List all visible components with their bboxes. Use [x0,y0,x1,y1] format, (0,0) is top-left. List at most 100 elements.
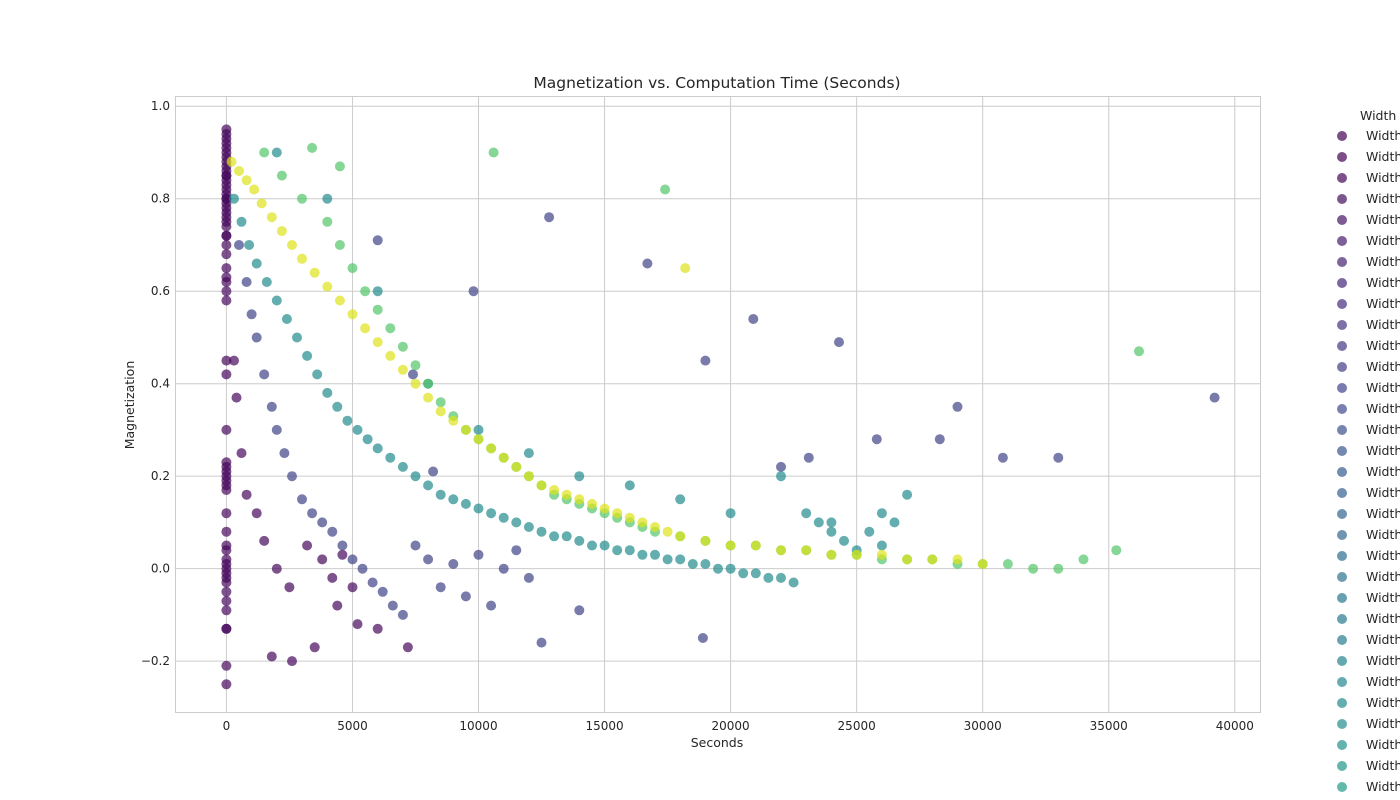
data-point [302,540,313,551]
legend-label: Width [1366,527,1400,542]
data-point [397,364,408,375]
legend-marker [1337,551,1347,561]
data-point [486,600,497,611]
legend-label: Width [1366,779,1400,794]
data-point [1053,563,1064,574]
legend-marker [1337,719,1347,729]
data-point [259,369,270,380]
data-point [221,240,232,250]
data-point [221,249,232,260]
data-point [347,263,358,274]
data-point [221,369,232,380]
data-point [763,572,774,583]
data-point [834,337,844,348]
data-point [385,323,396,334]
data-point [221,596,232,606]
data-point [1028,563,1039,574]
data-points [221,124,1220,690]
legend-label: Width [1366,632,1400,647]
data-point [347,309,358,320]
data-point [271,147,282,158]
data-point [244,240,255,250]
legend-label: Width [1366,317,1400,332]
data-point [574,471,585,482]
data-point [287,656,297,667]
data-point [1078,554,1089,565]
x-tick-label: 35000 [1090,719,1128,733]
data-point [337,549,348,560]
data-point [498,452,509,463]
data-point [256,198,267,209]
data-point [473,549,484,560]
legend-label: Width [1366,611,1400,626]
x-tick-label: 20000 [712,719,750,733]
data-point [246,309,257,320]
data-point [612,508,623,519]
data-point [511,461,522,472]
data-point [221,586,232,597]
data-point [675,494,686,505]
legend-marker [1337,257,1347,267]
plot-area-frame [175,96,1261,713]
data-point [561,531,572,542]
x-tick-label: 40000 [1216,719,1254,733]
legend-marker [1337,131,1347,141]
data-point [334,240,345,250]
data-point [423,392,434,403]
data-point [536,526,547,537]
data-point [387,600,398,611]
legend-label: Width [1366,485,1400,500]
data-point [377,586,388,597]
legend-marker [1337,593,1347,603]
legend-label: Width [1366,296,1400,311]
legend-marker [1337,572,1347,582]
legend-marker [1337,782,1347,792]
data-point [650,549,660,560]
data-point [587,540,597,551]
data-point [473,424,484,435]
legend-label: Width [1366,128,1400,143]
data-point [486,508,497,519]
data-point [259,147,270,158]
legend-label: Width [1366,590,1400,605]
legend-marker [1337,383,1347,393]
legend-label: Width [1366,212,1400,227]
data-point [637,549,648,560]
data-point [322,216,333,227]
data-point [271,424,282,435]
data-point [372,304,383,315]
data-point [266,212,277,223]
data-point [297,494,307,505]
legend-label: Width [1366,233,1400,248]
data-point [322,387,333,398]
data-point [266,401,277,412]
data-point [750,540,761,551]
data-point [1111,545,1122,556]
data-point [251,258,262,269]
data-point [332,600,343,611]
data-point [334,295,345,306]
data-point [410,471,421,482]
data-point [523,471,534,482]
data-point [876,549,887,560]
legend-marker [1337,488,1347,498]
data-point [428,466,439,477]
data-point [902,554,913,565]
legend-marker [1337,341,1347,351]
data-point [435,397,446,408]
data-point [372,623,383,634]
data-point [788,577,799,588]
data-point [680,263,691,274]
legend-items: Width Width Width Width Width Width Width Width… [1337,128,1400,794]
data-point [511,545,522,556]
legend-label: Width [1366,443,1400,458]
legend-label: Width [1366,380,1400,395]
data-point [221,424,232,435]
data-point [624,480,635,491]
legend-label: Width [1366,275,1400,290]
legend-label: Width [1366,401,1400,416]
legend-marker [1337,656,1347,666]
data-point [332,401,343,412]
data-point [317,554,328,565]
data-point [221,170,232,181]
